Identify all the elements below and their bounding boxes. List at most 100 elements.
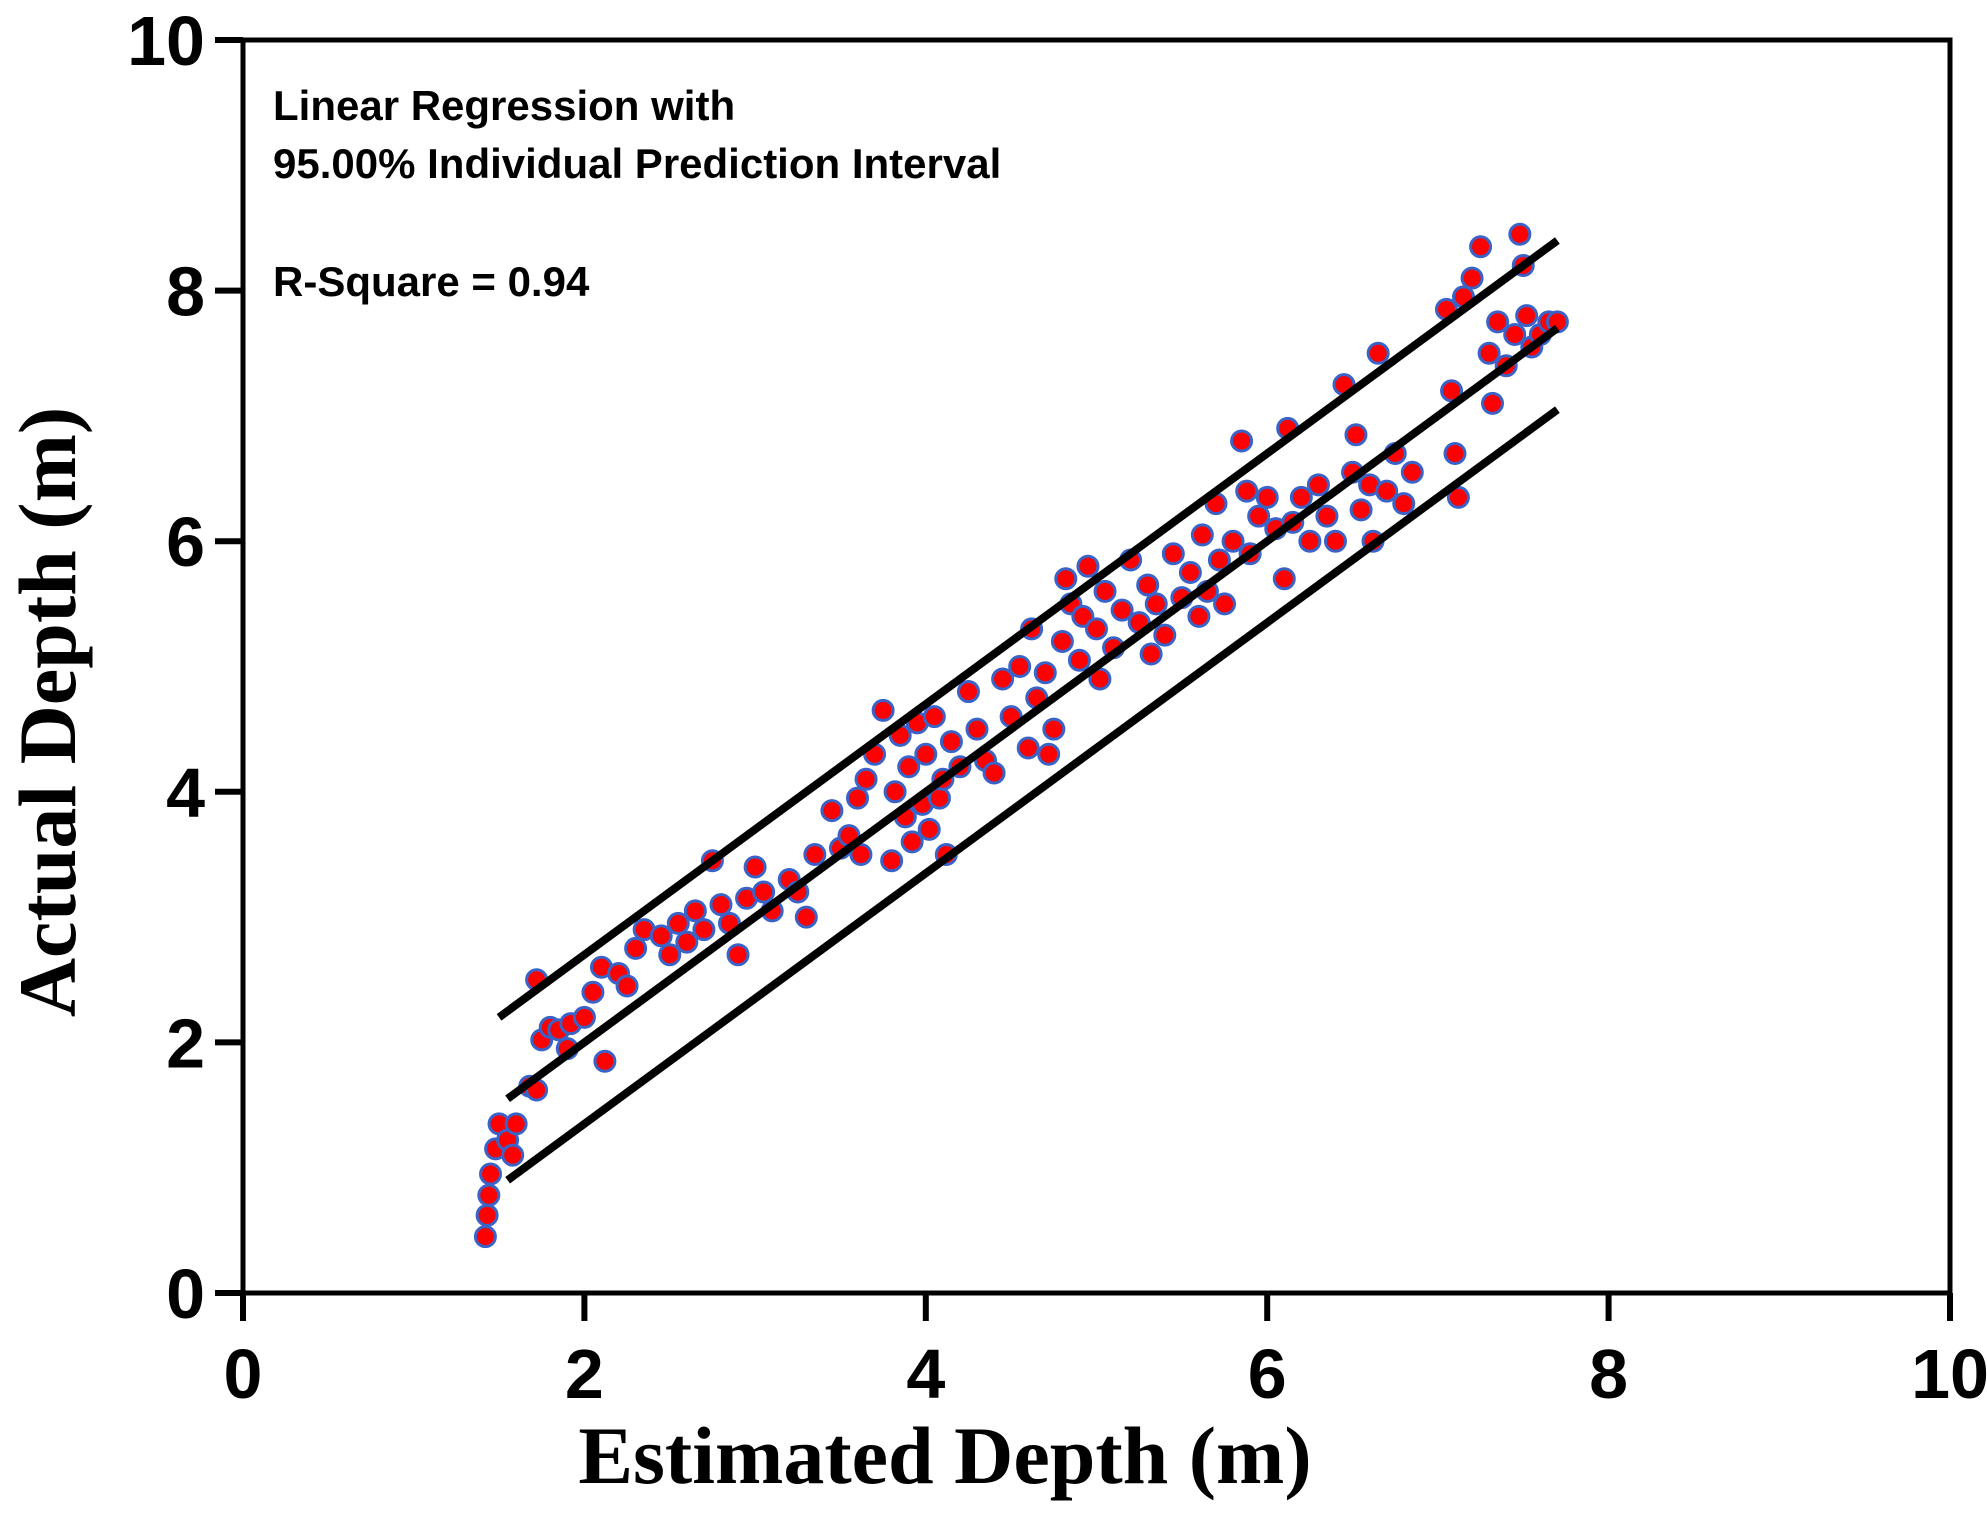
x-axis: 0 2 4 6 8 10: [224, 1293, 1987, 1413]
data-point: [1400, 460, 1424, 484]
plot-frame: [240, 37, 1953, 1296]
data-point: [922, 705, 946, 729]
data-point: [1460, 266, 1484, 290]
data-point: [1515, 304, 1539, 328]
plot-border: [240, 37, 1953, 1296]
y-tick-label: 2: [166, 1004, 205, 1082]
annotation-title-line2: 95.00% Individual Prediction Interval: [273, 140, 1001, 187]
data-point: [982, 761, 1006, 785]
data-point: [849, 842, 873, 866]
data-point: [624, 936, 648, 960]
data-point: [475, 1203, 499, 1227]
data-point: [1443, 441, 1467, 465]
y-tick-label: 8: [166, 253, 205, 331]
data-point: [1247, 504, 1271, 528]
data-point: [794, 905, 818, 929]
y-tick-label: 6: [166, 503, 205, 581]
data-point: [1067, 648, 1091, 672]
data-point: [692, 918, 716, 942]
data-point: [1503, 322, 1527, 346]
data-point: [1213, 592, 1237, 616]
data-point: [1088, 667, 1112, 691]
data-point: [965, 717, 989, 741]
data-point: [1366, 341, 1390, 365]
data-point: [1085, 617, 1108, 641]
data-point: [1289, 485, 1313, 509]
annotation-title-line1: Linear Regression with: [273, 82, 735, 129]
data-point: [1235, 479, 1259, 503]
x-tick-label: 4: [906, 1335, 945, 1413]
data-point: [991, 667, 1015, 691]
data-point: [1481, 391, 1505, 415]
data-point: [726, 943, 750, 967]
data-point: [1093, 579, 1117, 603]
x-tick-label: 6: [1248, 1335, 1287, 1413]
data-point: [883, 780, 907, 804]
data-point: [709, 893, 733, 917]
data-point: [1344, 423, 1368, 447]
data-point: [1323, 529, 1347, 553]
data-point: [1477, 341, 1501, 365]
data-point: [1440, 379, 1464, 403]
data-point: [1016, 736, 1040, 760]
data-point: [846, 786, 870, 810]
data-point: [1315, 504, 1339, 528]
data-point: [1178, 561, 1202, 585]
data-point: [939, 730, 963, 754]
data-point: [593, 1049, 617, 1073]
data-point: [683, 899, 707, 923]
regression-lines: [496, 237, 1560, 1184]
data-point: [1037, 742, 1061, 766]
data-point: [1008, 655, 1032, 678]
data-point: [1230, 429, 1254, 453]
data-point: [1136, 573, 1160, 597]
data-point: [1255, 485, 1279, 509]
data-point: [917, 817, 941, 841]
data-point: [1050, 629, 1074, 653]
data-points: [473, 222, 1569, 1249]
x-tick-label: 0: [224, 1335, 263, 1413]
data-point: [1272, 567, 1296, 591]
y-axis-title: Actual Depth (m): [2, 407, 93, 1017]
data-point: [1508, 222, 1532, 246]
regression-line: [505, 324, 1560, 1103]
data-point: [1161, 542, 1185, 566]
data-point: [1190, 523, 1214, 547]
data-point: [1446, 485, 1470, 509]
data-point: [1306, 473, 1330, 497]
y-tick-label: 10: [127, 2, 205, 80]
data-point: [871, 698, 895, 722]
data-point: [1349, 498, 1373, 522]
data-point: [572, 1005, 596, 1029]
data-point: [1110, 598, 1134, 622]
data-point: [743, 855, 767, 879]
data-point: [854, 767, 878, 791]
data-point: [1076, 554, 1100, 578]
y-tick-label: 4: [166, 754, 205, 832]
y-axis: 0 2 4 6 8 10: [127, 2, 243, 1333]
x-tick-label: 2: [565, 1335, 604, 1413]
data-point: [649, 924, 673, 948]
data-point: [1139, 642, 1163, 666]
data-point: [1469, 235, 1493, 259]
data-point: [1054, 567, 1078, 591]
x-tick-label: 8: [1589, 1335, 1628, 1413]
data-point: [1033, 661, 1057, 685]
data-point: [666, 911, 690, 935]
data-point: [1144, 592, 1168, 616]
data-point: [658, 943, 682, 967]
data-point: [956, 680, 980, 704]
x-tick-label: 10: [1911, 1335, 1987, 1413]
data-point: [504, 1112, 528, 1136]
data-point: [1042, 717, 1066, 741]
data-point: [914, 742, 938, 766]
data-point: [1298, 529, 1322, 553]
data-point: [1153, 623, 1177, 647]
y-tick-label: 0: [166, 1255, 205, 1333]
data-point: [1187, 604, 1211, 628]
annotation-r-square: R-Square = 0.94: [273, 258, 590, 305]
data-point: [479, 1162, 503, 1186]
data-point: [615, 974, 639, 998]
data-point: [1221, 529, 1245, 553]
